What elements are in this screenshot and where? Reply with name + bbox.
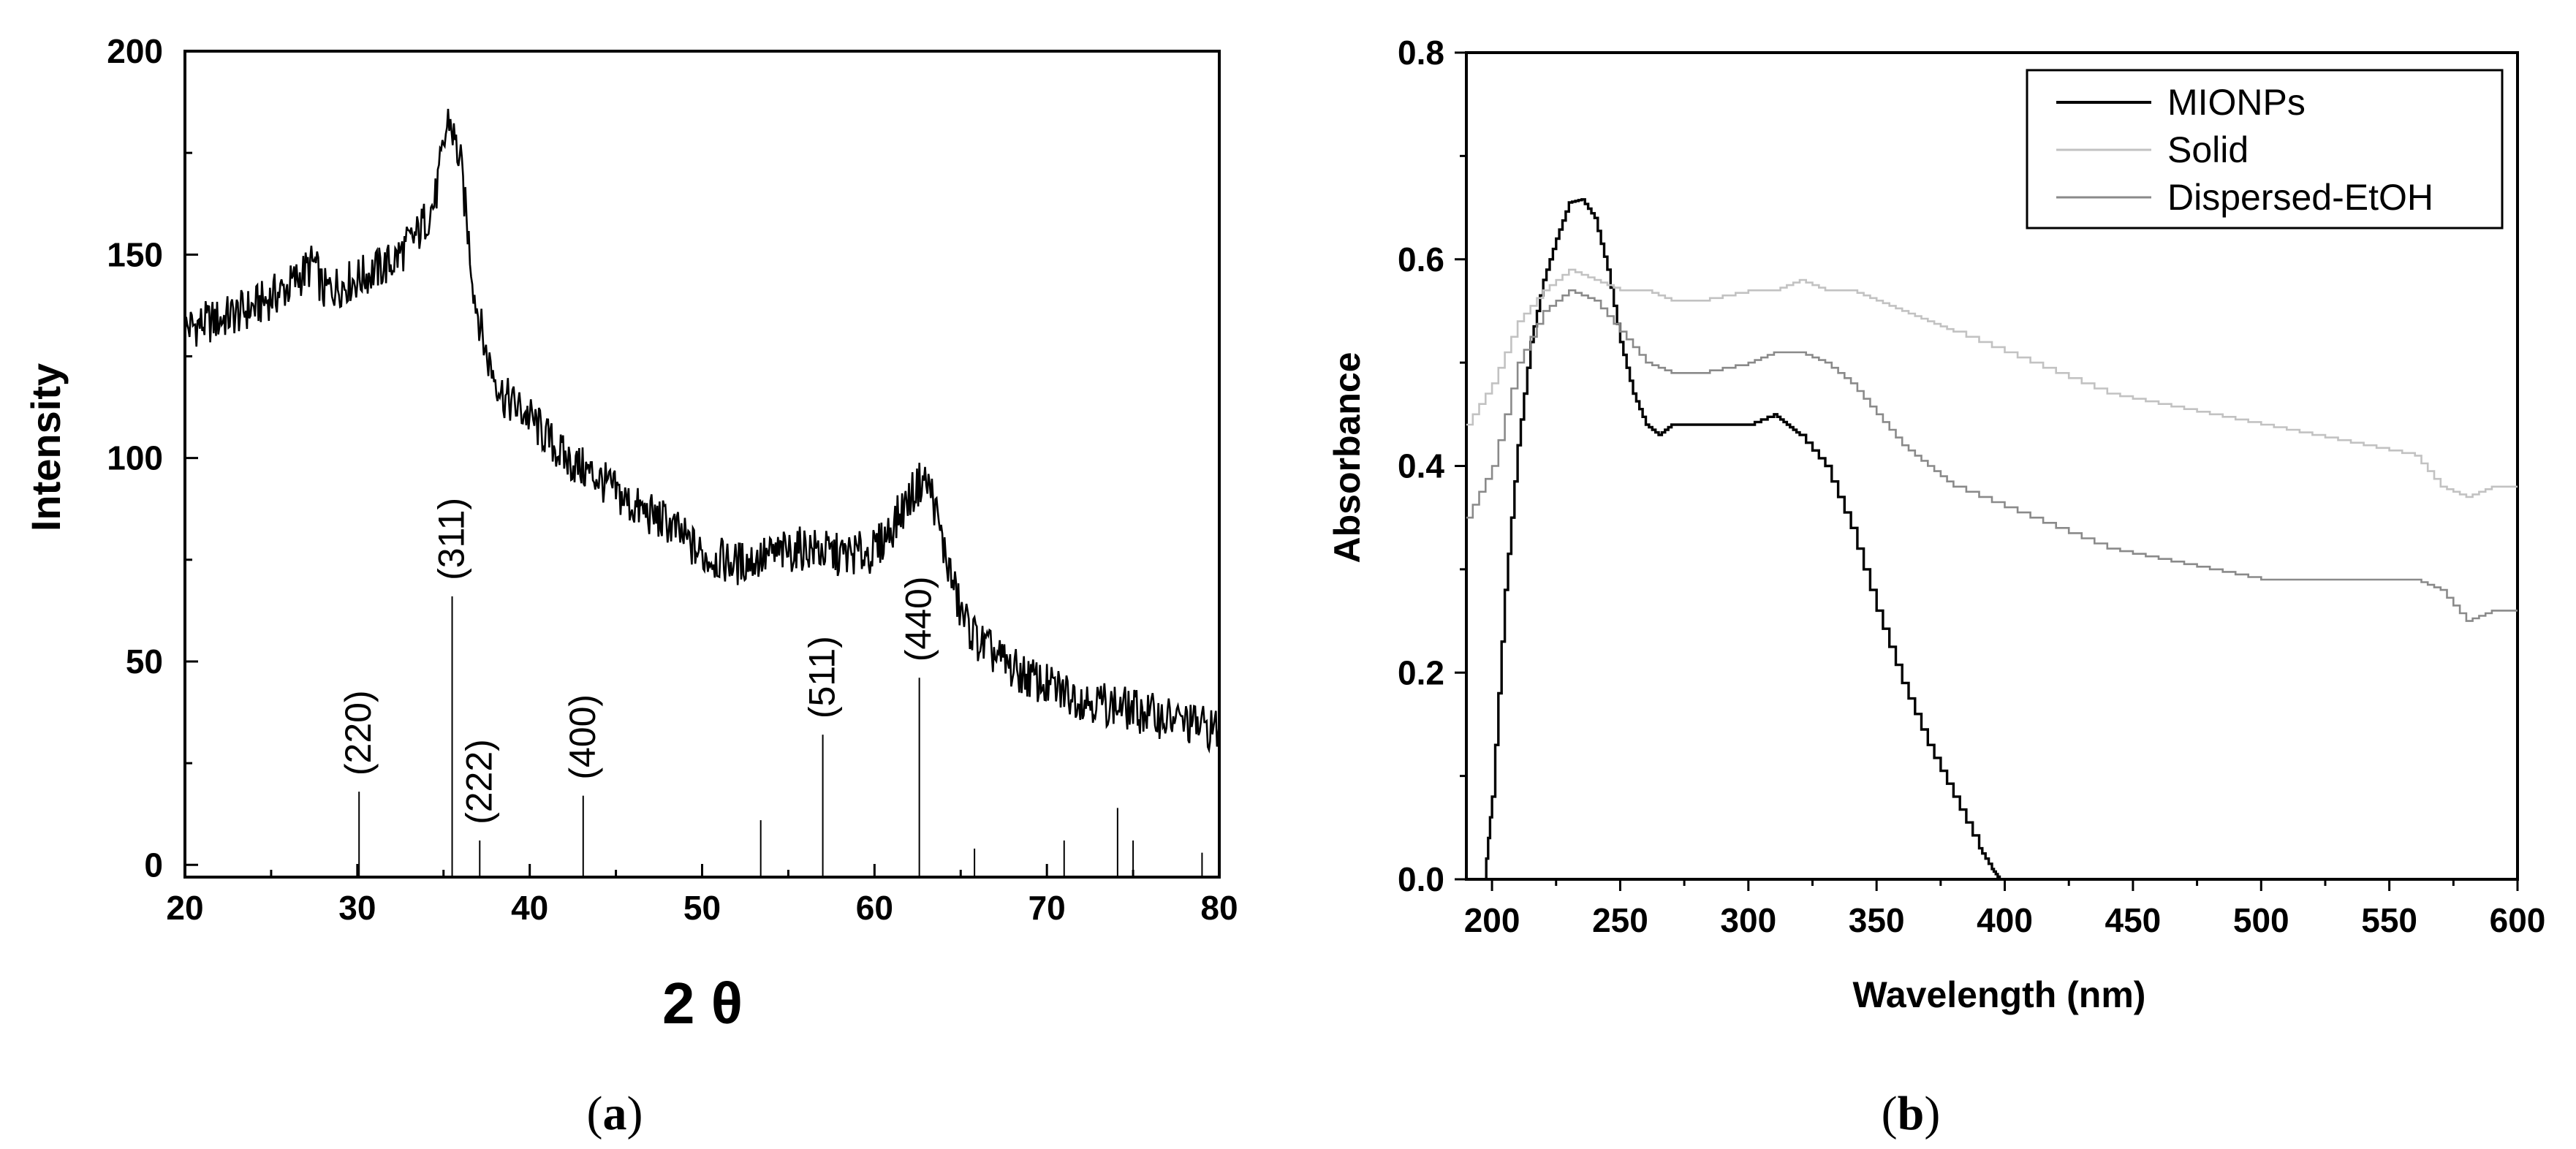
panel-b-x-tick-label: 300 [1720, 901, 1776, 939]
panel-b-legend: MIONPs Solid Dispersed-EtOH [2026, 69, 2504, 230]
panel-b-y-tick-label: 0.2 [1398, 653, 1444, 691]
panel-a-y-tick-label: 50 [126, 642, 163, 680]
panel-a-peak-label: (440) [898, 577, 939, 662]
panel-b-y-tick-label: 0.8 [1398, 34, 1444, 72]
panel-a-y-axis-title: Intensity [23, 363, 69, 531]
panel-a-peak-label: (400) [562, 694, 603, 780]
panel-b-x-tick-label: 450 [2105, 901, 2162, 939]
panel-a-y-tick-label: 0 [144, 846, 163, 884]
panel-b-dispersed-etoh-line [1466, 289, 2518, 622]
panel-a-x-axis-title: 2 θ [662, 971, 743, 1036]
panel-b-x-tick-label: 250 [1592, 901, 1648, 939]
panel-a-xrd-line [183, 108, 1221, 754]
panel-a-x-tick-label: 60 [856, 889, 893, 927]
panel-b-x-axis-title: Wavelength (nm) [1853, 974, 2146, 1015]
panel-a-x-tick-label: 80 [1200, 889, 1238, 927]
panel-b-y-tick-label: 0.4 [1398, 447, 1444, 485]
panel-a-x-tick-label: 50 [683, 889, 721, 927]
legend-mionps-label: MIONPs [2167, 82, 2306, 123]
panel-a-y-tick-label: 150 [107, 235, 163, 273]
legend-solid-label: Solid [2167, 129, 2249, 170]
panel-a-x-tick-label: 30 [338, 889, 376, 927]
panel-b-y-tick-label: 0.6 [1398, 240, 1444, 278]
panel-a-x-tick-label: 40 [511, 889, 548, 927]
legend-dispersed-etoh-label: Dispersed-EtOH [2167, 177, 2433, 218]
panel-b-absorbance-chart: 200 250 300 350 400 450 500 550 600 0.0 0.2 0.4 0.6 0… [1327, 34, 2545, 1140]
panel-b-mionps-line [1484, 198, 2001, 881]
panel-b-x-tick-label: 350 [1849, 901, 1905, 939]
panel-a-caption: (a) [587, 1087, 643, 1140]
panel-a-caption-letter: a [603, 1087, 627, 1140]
panel-b-caption-letter: b [1898, 1087, 1925, 1140]
panel-a-peak-label: (222) [458, 739, 499, 824]
panel-b-x-tick-label: 200 [1464, 901, 1520, 939]
panel-a-x-tick-label: 70 [1028, 889, 1066, 927]
panel-a-y-tick-label: 200 [107, 32, 163, 70]
panel-a-peak-label: (311) [431, 498, 472, 580]
panel-b-caption: (b) [1882, 1087, 1941, 1140]
panel-a-x-tick-label: 20 [166, 889, 203, 927]
panel-b-x-tick-label: 550 [2361, 901, 2417, 939]
panel-a-y-tick-label: 100 [107, 439, 163, 477]
panel-b-y-tick-label: 0.0 [1398, 860, 1444, 898]
panel-a-peak-label: (511) [802, 636, 843, 718]
panel-a-peak-label: (220) [338, 690, 379, 776]
panel-b-plot-area: 200 250 300 350 400 450 500 550 600 0.0 0.2 0.4 0.6 0… [1398, 34, 2545, 939]
panel-b-x-tick-label: 400 [1977, 901, 2033, 939]
panel-b-solid-line [1466, 268, 2518, 498]
panel-b-y-axis-title: Absorbance [1327, 352, 1368, 564]
panel-a-plot-area: 20 30 40 50 60 70 80 0 50 100 150 200 (220) (311) (222… [107, 32, 1238, 927]
panel-a-xrd-chart: 20 30 40 50 60 70 80 0 50 100 150 200 (220) (311) (222… [23, 32, 1238, 1140]
panel-b-x-tick-label: 600 [2490, 901, 2546, 939]
panel-b-x-tick-label: 500 [2233, 901, 2289, 939]
